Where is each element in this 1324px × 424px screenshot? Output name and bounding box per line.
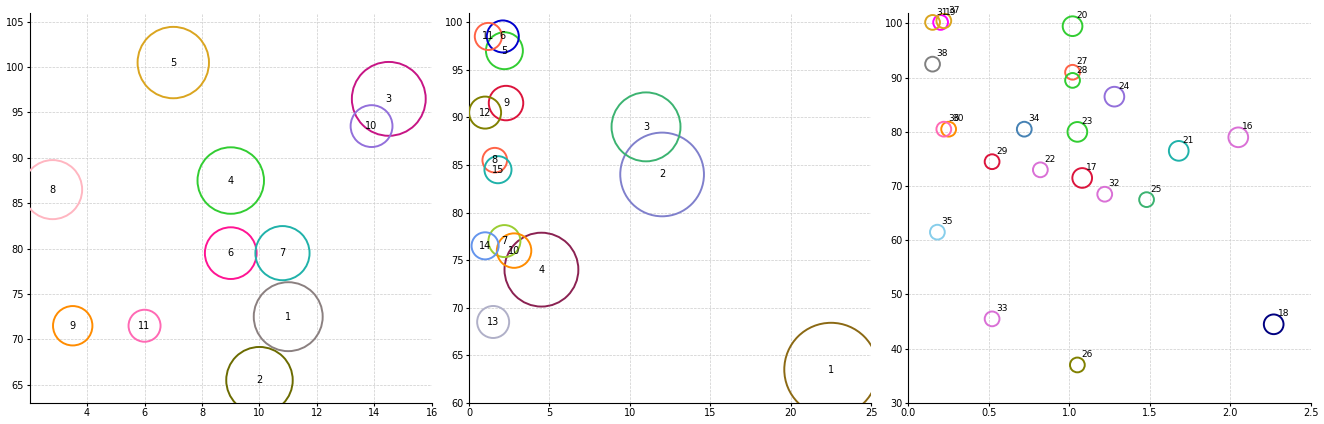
Text: 12: 12 [479,108,491,117]
Point [482,318,503,325]
Text: 4: 4 [539,265,544,275]
Point [1062,69,1083,75]
Point [1104,93,1125,100]
Text: 6: 6 [228,248,234,258]
Point [249,377,270,384]
Point [1168,148,1189,154]
Point [1094,191,1115,198]
Point [1014,126,1035,133]
Text: 14: 14 [479,241,491,251]
Text: 17: 17 [1086,163,1098,172]
Text: 26: 26 [1082,350,1092,359]
Point [929,19,951,26]
Text: 29: 29 [996,147,1008,156]
Point [981,158,1002,165]
Text: 2: 2 [659,170,665,179]
Point [1227,134,1249,141]
Text: 5: 5 [171,58,176,67]
Text: 1: 1 [285,312,291,322]
Text: 35: 35 [941,218,953,226]
Text: 7: 7 [502,236,507,246]
Text: 24: 24 [1119,82,1129,91]
Text: 16: 16 [1242,123,1254,131]
Text: 8: 8 [491,155,498,165]
Point [495,100,516,106]
Text: 20: 20 [1076,11,1088,20]
Text: 23: 23 [1082,117,1092,126]
Text: 21: 21 [1182,136,1194,145]
Text: 32: 32 [1108,179,1120,188]
Text: 10: 10 [508,245,520,256]
Text: 36: 36 [948,114,960,123]
Text: 11: 11 [139,321,151,331]
Point [1067,362,1088,368]
Text: 3: 3 [385,94,392,104]
Point [42,186,64,193]
Point [503,247,524,254]
Text: 28: 28 [1076,66,1088,75]
Point [922,19,943,26]
Point [478,33,499,40]
Point [1030,167,1051,173]
Point [271,250,293,257]
Text: 2: 2 [257,375,262,385]
Point [1071,175,1092,181]
Point [821,366,842,373]
Point [927,229,948,236]
Point [163,59,184,66]
Text: 9: 9 [503,98,510,108]
Text: 10: 10 [365,121,377,131]
Point [361,123,383,129]
Point [494,238,515,245]
Text: 33: 33 [996,304,1008,313]
Text: 5: 5 [502,46,507,56]
Point [1062,23,1083,30]
Text: 4: 4 [228,176,234,186]
Text: 27: 27 [1076,57,1088,67]
Text: 25: 25 [1151,185,1162,194]
Point [220,250,241,257]
Point [379,95,400,102]
Point [651,171,673,178]
Point [981,315,1002,322]
Point [494,47,515,54]
Point [474,243,495,249]
Text: 31: 31 [936,8,948,17]
Point [62,322,83,329]
Text: 22: 22 [1045,155,1055,164]
Text: 11: 11 [482,31,494,42]
Point [278,313,299,320]
Text: 38: 38 [936,49,948,58]
Point [922,61,943,67]
Text: 15: 15 [491,165,504,175]
Text: 30: 30 [953,114,964,123]
Point [933,126,955,133]
Point [485,157,506,164]
Point [487,166,508,173]
Point [937,126,959,133]
Point [220,177,241,184]
Text: 6: 6 [499,31,506,42]
Text: 9: 9 [70,321,75,331]
Text: 1: 1 [828,365,834,374]
Point [493,33,514,40]
Point [531,266,552,273]
Point [1136,196,1157,203]
Point [1263,321,1284,328]
Text: 18: 18 [1278,310,1290,318]
Point [1067,128,1088,135]
Point [134,322,155,329]
Text: 13: 13 [487,317,499,327]
Point [1062,77,1083,84]
Text: 19: 19 [944,8,956,17]
Text: 34: 34 [1029,114,1039,123]
Text: 3: 3 [643,122,649,132]
Text: 37: 37 [948,6,960,15]
Text: 8: 8 [49,184,56,195]
Point [474,109,495,116]
Point [636,123,657,130]
Point [933,17,955,24]
Text: 7: 7 [279,248,286,258]
